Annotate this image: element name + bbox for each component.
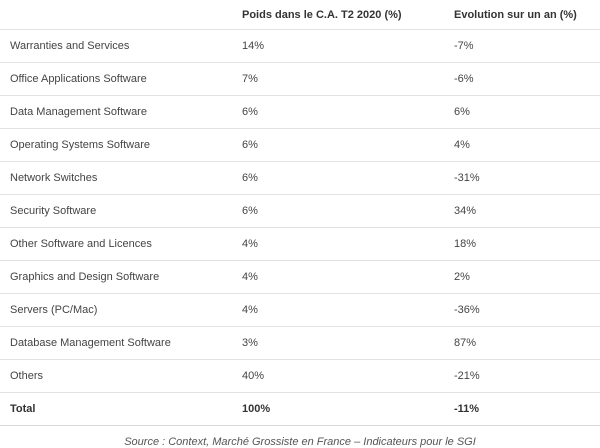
table-row: Others 40% -21%: [0, 359, 600, 393]
total-row: Total 100% -11%: [0, 392, 600, 426]
row-weight: 40%: [232, 359, 444, 393]
table-row: Other Software and Licences 4% 18%: [0, 227, 600, 261]
header-evolution: Evolution sur un an (%): [444, 0, 600, 30]
table-row: Servers (PC/Mac) 4% -36%: [0, 293, 600, 327]
row-label: Graphics and Design Software: [0, 260, 232, 294]
row-label: Network Switches: [0, 161, 232, 195]
row-weight: 3%: [232, 326, 444, 360]
table-row: Database Management Software 3% 87%: [0, 326, 600, 360]
row-label: Servers (PC/Mac): [0, 293, 232, 327]
table-row: Graphics and Design Software 4% 2%: [0, 260, 600, 294]
row-label: Warranties and Services: [0, 29, 232, 63]
row-weight: 6%: [232, 194, 444, 228]
revenue-share-table: Poids dans le C.A. T2 2020 (%) Evolution…: [0, 0, 600, 426]
table-row: Security Software 6% 34%: [0, 194, 600, 228]
row-evolution: -31%: [444, 161, 600, 195]
row-weight: 14%: [232, 29, 444, 63]
row-label: Office Applications Software: [0, 62, 232, 96]
row-weight: 4%: [232, 293, 444, 327]
row-label: Data Management Software: [0, 95, 232, 129]
table-row: Office Applications Software 7% -6%: [0, 62, 600, 96]
row-weight: 6%: [232, 128, 444, 162]
row-evolution: -21%: [444, 359, 600, 393]
source-caption: Source : Context, Marché Grossiste en Fr…: [124, 436, 476, 448]
row-label: Others: [0, 359, 232, 393]
table-body: Warranties and Services 14% -7% Office A…: [0, 29, 600, 426]
header-category: [0, 0, 232, 30]
row-evolution: 4%: [444, 128, 600, 162]
row-label: Other Software and Licences: [0, 227, 232, 261]
row-evolution: -36%: [444, 293, 600, 327]
row-label: Database Management Software: [0, 326, 232, 360]
row-weight: 6%: [232, 161, 444, 195]
row-evolution: 2%: [444, 260, 600, 294]
total-label: Total: [0, 392, 232, 426]
table-row: Data Management Software 6% 6%: [0, 95, 600, 129]
table-row: Operating Systems Software 6% 4%: [0, 128, 600, 162]
row-evolution: 87%: [444, 326, 600, 360]
header-row: Poids dans le C.A. T2 2020 (%) Evolution…: [0, 0, 600, 30]
total-evolution: -11%: [444, 392, 600, 426]
total-weight: 100%: [232, 392, 444, 426]
row-evolution: 34%: [444, 194, 600, 228]
row-evolution: 18%: [444, 227, 600, 261]
row-label: Operating Systems Software: [0, 128, 232, 162]
row-label: Security Software: [0, 194, 232, 228]
row-weight: 4%: [232, 227, 444, 261]
table-header: Poids dans le C.A. T2 2020 (%) Evolution…: [0, 0, 600, 30]
table-row: Network Switches 6% -31%: [0, 161, 600, 195]
row-evolution: -6%: [444, 62, 600, 96]
row-evolution: 6%: [444, 95, 600, 129]
row-evolution: -7%: [444, 29, 600, 63]
header-weight: Poids dans le C.A. T2 2020 (%): [232, 0, 444, 30]
row-weight: 7%: [232, 62, 444, 96]
row-weight: 4%: [232, 260, 444, 294]
row-weight: 6%: [232, 95, 444, 129]
table-row: Warranties and Services 14% -7%: [0, 29, 600, 63]
